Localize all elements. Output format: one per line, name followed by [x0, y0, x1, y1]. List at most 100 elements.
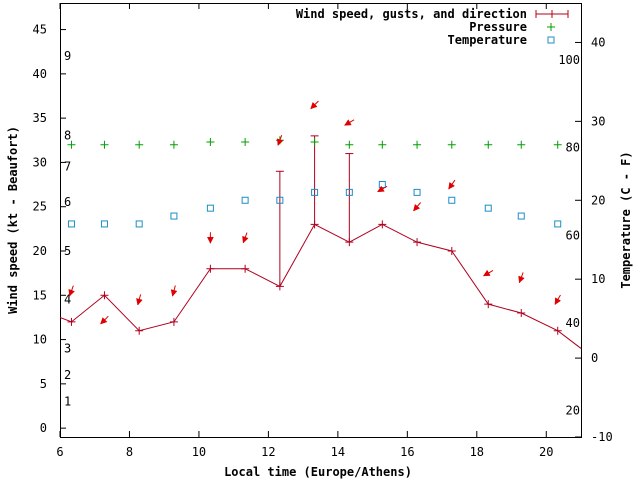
temperature-point	[100, 220, 108, 228]
legend-wind-label: Wind speed, gusts, and direction	[296, 7, 527, 21]
beaufort-label: 9	[64, 49, 71, 63]
left-tick-label: 10	[33, 333, 47, 347]
x-tick-label: 10	[192, 445, 206, 459]
wind-arrow-head	[448, 182, 456, 190]
wind-arrow-head	[276, 138, 284, 146]
x-tick-label: 18	[470, 445, 484, 459]
wind-direction-arrow	[377, 185, 388, 193]
right-tick-label: 40	[591, 35, 605, 49]
left-tick-label: 40	[33, 67, 47, 81]
pressure-point	[484, 140, 493, 149]
wind-arrow-head	[554, 297, 562, 305]
temperature-point	[517, 212, 525, 220]
right-axis-ticks: -10 0 10 20 30 40	[575, 35, 613, 444]
left-tick-label: 0	[40, 421, 47, 435]
pressure-point	[553, 140, 562, 149]
left-tick-label: 5	[40, 377, 47, 391]
wind-speed-point	[169, 317, 178, 326]
left-tick-label: 35	[33, 111, 47, 125]
wind-speed-point	[275, 282, 284, 291]
wind-direction-arrow	[310, 100, 319, 110]
pressure-point	[517, 140, 526, 149]
pressure-point	[169, 140, 178, 149]
wind-speed-point	[345, 238, 354, 247]
temperature-point	[170, 212, 178, 220]
wind-direction-arrow	[276, 134, 284, 146]
beaufort-label: 5	[64, 244, 71, 258]
legend-pressure-label: Pressure	[469, 20, 527, 34]
left-tick-label: 30	[33, 155, 47, 169]
beaufort-label: 3	[64, 341, 71, 355]
fahrenheit-scale: 20 40 60 80 100	[558, 53, 580, 418]
wind-direction-arrow	[518, 272, 525, 284]
wind-direction-arrow	[136, 294, 143, 306]
pressure-point	[378, 140, 387, 149]
temperature-point	[276, 196, 284, 204]
legend-wind-swatch	[535, 10, 569, 18]
wind-speed-series	[60, 220, 581, 349]
wind-arrow-head	[242, 235, 249, 244]
wind-arrow-head	[68, 288, 75, 297]
wind-arrow-head	[310, 101, 318, 110]
pressure-point	[67, 140, 76, 149]
right-tick-label: 30	[591, 114, 605, 128]
beaufort-label: 7	[64, 160, 71, 174]
fahrenheit-label: 80	[566, 141, 580, 155]
x-tick-label: 14	[331, 445, 345, 459]
temperature-point	[378, 180, 386, 188]
beaufort-label: 6	[64, 195, 71, 209]
x-tick-label: 20	[539, 445, 553, 459]
right-tick-label: 0	[591, 351, 598, 365]
wind-direction-arrow	[483, 269, 494, 277]
pressure-point	[135, 140, 144, 149]
right-tick-label: 10	[591, 272, 605, 286]
wind-direction-arrow	[554, 294, 562, 305]
wind-direction-arrow	[68, 285, 75, 297]
temperature-point	[206, 204, 214, 212]
x-tick-label: 16	[400, 445, 414, 459]
beaufort-label: 4	[64, 293, 71, 307]
left-tick-label: 25	[33, 200, 47, 214]
legend: Wind speed, gusts, and direction Pressur…	[296, 7, 569, 47]
pressure-point	[447, 140, 456, 149]
wind-arrow-head	[206, 236, 214, 244]
fahrenheit-label: 100	[558, 53, 580, 67]
y-axis-label-left: Wind speed (kt - Beaufort)	[6, 126, 20, 314]
temperature-point	[345, 188, 353, 196]
pressure-point	[345, 140, 354, 149]
fahrenheit-label: 60	[566, 228, 580, 242]
wind-direction-arrows	[68, 100, 562, 325]
wind-speed-line	[60, 223, 581, 349]
temperature-point	[135, 220, 143, 228]
x-axis-label: Local time (Europe/Athens)	[224, 465, 412, 479]
wind-direction-arrow	[242, 232, 249, 244]
right-tick-label: 20	[591, 193, 605, 207]
plot-area	[60, 3, 582, 438]
wind-direction-arrow	[206, 232, 214, 244]
wind-speed-point	[135, 326, 144, 335]
wind-direction-arrow	[413, 202, 421, 212]
wind-speed-point	[206, 264, 215, 273]
wind-direction-arrow	[100, 315, 109, 325]
wind-arrow-head	[518, 275, 525, 284]
gust-lines	[275, 135, 354, 287]
wind-arrow-head	[100, 317, 108, 325]
wind-speed-point	[447, 247, 456, 255]
beaufort-label: 2	[64, 368, 71, 382]
right-tick-label: -10	[591, 430, 613, 444]
temperature-point	[413, 188, 421, 196]
wind-speed-point	[378, 220, 387, 229]
temperature-point	[554, 220, 562, 228]
left-axis-ticks: 0 5 10 15 20 25 30 35 40 45	[33, 23, 66, 435]
pressure-series	[67, 136, 562, 149]
temperature-point	[67, 220, 75, 228]
temperature-point	[311, 188, 319, 196]
left-tick-label: 20	[33, 244, 47, 258]
temperature-point	[241, 196, 249, 204]
fahrenheit-label: 20	[566, 404, 580, 418]
y-axis-label-right: Temperature (C - F)	[619, 151, 633, 288]
wind-speed-point	[310, 220, 319, 229]
pressure-point	[413, 140, 422, 149]
left-tick-label: 45	[33, 23, 47, 37]
